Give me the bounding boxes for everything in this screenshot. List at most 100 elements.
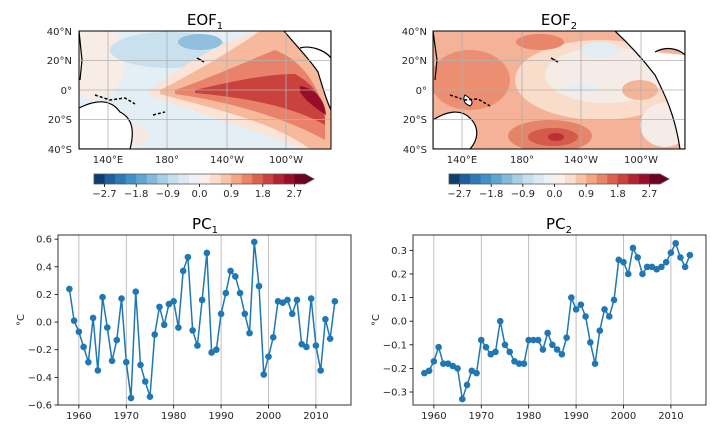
lon-tick-label: 180° [155, 155, 179, 166]
data-point [686, 251, 694, 259]
colorbar-segment [167, 174, 179, 184]
data-point [284, 296, 291, 304]
colorbar-tick-label: 0.0 [192, 189, 208, 200]
colorbar-tick-label: 0.9 [578, 189, 594, 200]
data-point [558, 350, 566, 358]
colorbar-segment [115, 174, 127, 184]
data-point [473, 369, 480, 377]
colorbar-segment [273, 174, 285, 184]
data-point [331, 298, 339, 305]
colorbar-segment [188, 174, 200, 184]
colorbar-tick-label: 1.8 [610, 189, 626, 200]
eof2-gridlines [433, 31, 685, 149]
colorbar-segment [283, 174, 295, 184]
data-point [170, 298, 177, 305]
lat-tick-label: 40°N [402, 27, 427, 38]
data-point [563, 334, 570, 342]
data-point [80, 343, 87, 351]
data-point [141, 378, 149, 385]
colorbar-tick-label: 0.0 [547, 189, 563, 200]
lon-tick-label: 140°E [447, 155, 477, 166]
data-point [601, 306, 608, 313]
eof1-colorbar: −2.7 −1.8 −0.9 0.0 0.9 1.8 2.7 [92, 173, 315, 200]
data-point [160, 321, 168, 329]
colorbar-segment [231, 174, 243, 184]
colorbar-segment [512, 174, 524, 184]
data-point [227, 267, 234, 275]
colorbar-segment [533, 174, 545, 184]
colorbar-segment [220, 174, 232, 184]
colorbar-segment [638, 174, 650, 184]
data-point [596, 327, 604, 334]
data-point [568, 294, 575, 301]
data-point [303, 343, 310, 351]
data-point [477, 336, 485, 344]
colorbar-segment [501, 174, 513, 184]
lat-tick-label: 40°N [47, 27, 72, 38]
data-point [146, 393, 154, 401]
data-point [629, 244, 637, 252]
data-point [175, 324, 182, 331]
data-point [132, 288, 140, 295]
data-point [506, 348, 514, 356]
y-tick-label: 0.4 [36, 262, 52, 273]
y-tick-label: −0.4 [28, 373, 52, 384]
data-point [591, 360, 599, 367]
lat-tick-label: 40°S [403, 145, 427, 156]
colorbar-segment [125, 174, 137, 184]
colorbar-segment [178, 174, 190, 184]
data-point [118, 295, 125, 302]
x-tick-label: 2000 [256, 411, 281, 422]
data-point [184, 253, 192, 261]
data-point [582, 313, 589, 320]
pc2-chart: PC2 1960 1970 1980 1990 2000 2010 −0.3 −0.2 −0.1… [371, 215, 707, 422]
lat-tick-label: 20°N [402, 56, 427, 67]
data-point [553, 346, 561, 353]
colorbar-segment [241, 174, 253, 184]
data-point [108, 357, 116, 365]
data-point [156, 303, 163, 311]
data-point [435, 343, 442, 351]
data-point [534, 336, 542, 344]
lat-tick-label: 20°N [47, 56, 72, 67]
data-point [496, 317, 504, 325]
colorbar-tick-label: 1.8 [255, 189, 271, 200]
data-point [222, 289, 230, 297]
data-point [430, 358, 438, 365]
x-tick-label: 2000 [611, 411, 636, 422]
colorbar-segment [617, 174, 629, 184]
plot-frame [57, 234, 352, 406]
data-point [255, 282, 263, 290]
data-point [492, 348, 499, 356]
data-point [634, 254, 642, 261]
data-point [317, 367, 324, 374]
y-tick-label: 0.6 [36, 235, 52, 246]
y-tick-label: −0.2 [28, 345, 52, 356]
data-point [75, 328, 83, 336]
data-point [425, 367, 433, 375]
data-point [213, 346, 220, 354]
data-point [265, 353, 272, 360]
data-point [440, 360, 447, 367]
lat-tick-label: 40°S [48, 145, 72, 156]
colorbar-segment [294, 174, 306, 184]
data-point [326, 335, 334, 342]
colorbar-segment [459, 174, 471, 184]
plot-frame [412, 234, 707, 406]
data-point [127, 394, 135, 402]
colorbar-outline [93, 173, 315, 185]
lon-tick-label: 100°W [624, 155, 658, 166]
series-line [68, 241, 336, 399]
data-point [322, 316, 329, 323]
x-tick-label: 1960 [421, 411, 446, 422]
eof1-title: EOF1 [187, 11, 223, 32]
y-tick-label: 0.2 [36, 290, 52, 301]
eof1-lon-ticks: 140°E 180° 140°W 100°W [93, 155, 303, 166]
data-point [459, 395, 466, 403]
colorbar-segment [470, 174, 482, 184]
colorbar-segment [480, 174, 492, 184]
colorbar-segment [94, 174, 106, 184]
eof2-lat-ticks: 40°N 20°N 0° 20°S 40°S [402, 27, 427, 156]
colorbar-segment [649, 174, 661, 184]
colorbar-segment [157, 174, 169, 184]
